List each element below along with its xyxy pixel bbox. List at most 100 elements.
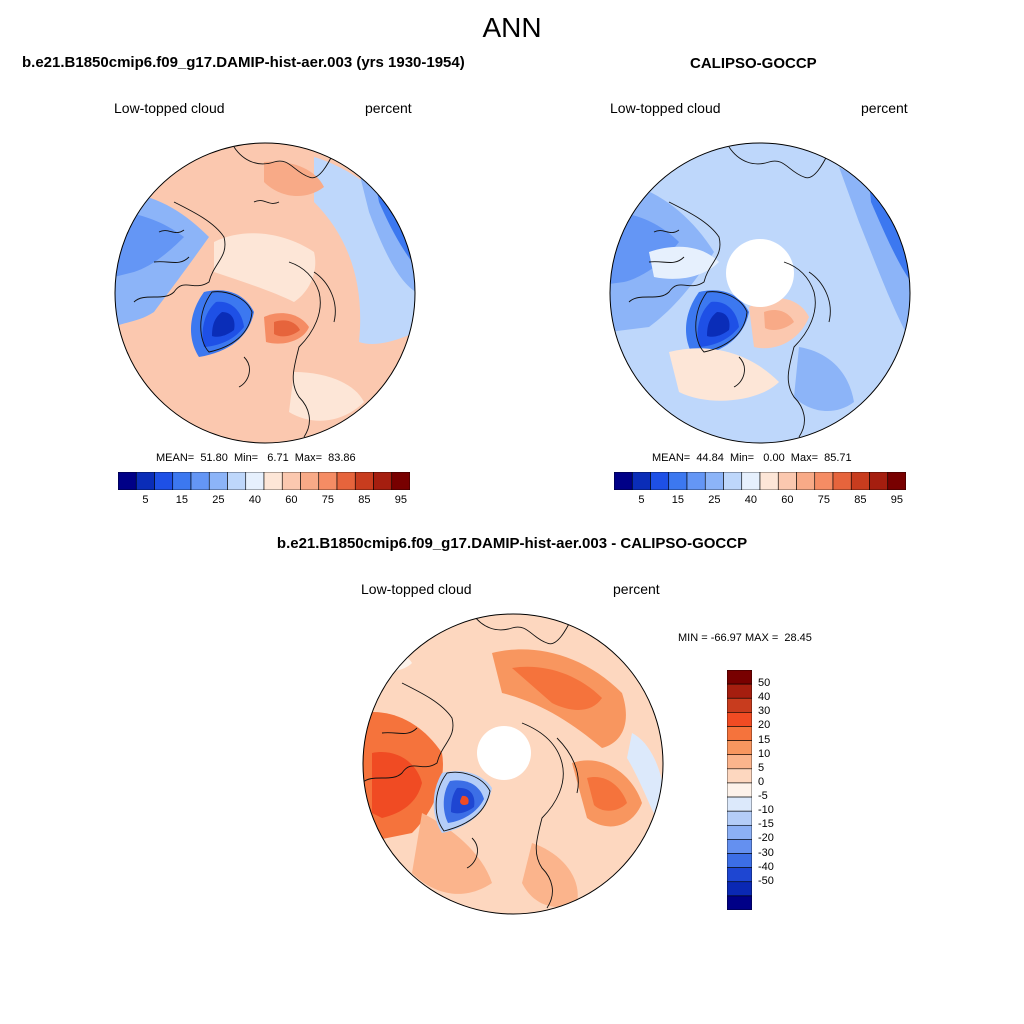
- model-colorbar-tick-label: 60: [285, 494, 298, 506]
- model-colorbar-tick-label: 85: [358, 494, 371, 506]
- obs-colorbar-tick-label: 95: [890, 494, 903, 506]
- diff-colorbar-swatch: [727, 853, 752, 868]
- model-colorbar-tick-label: 40: [248, 494, 261, 506]
- obs-polar-map: [609, 142, 911, 444]
- obs-colorbar-swatch: [723, 472, 743, 490]
- diff-colorbar-swatch: [727, 895, 752, 910]
- diff-colorbar-tick-label: 10: [758, 747, 771, 760]
- obs-colorbar-tick-label: 85: [854, 494, 867, 506]
- diff-colorbar-tick-label: -50: [758, 874, 774, 887]
- diff-colorbar-tick-label: 5: [758, 761, 765, 774]
- obs-colorbar-ticks: 5 15 25 40 60 75 85 95: [614, 494, 906, 508]
- diff-colorbar: [727, 670, 752, 910]
- diff-colorbar-tick-label: 0: [758, 775, 765, 788]
- diff-colorbar-tick-label: 20: [758, 719, 771, 732]
- model-colorbar-swatch: [391, 472, 410, 490]
- obs-colorbar-swatch: [704, 472, 724, 490]
- obs-colorbar-swatch: [759, 472, 779, 490]
- model-colorbar-swatch: [336, 472, 356, 490]
- obs-colorbar-swatch: [850, 472, 870, 490]
- diff-colorbar-tick-label: -20: [758, 832, 774, 845]
- diff-colorbar-swatch: [727, 697, 752, 713]
- model-colorbar-swatch: [300, 472, 320, 490]
- diff-colorbar-swatch: [727, 670, 752, 685]
- diff-colorbar-swatch: [727, 726, 752, 741]
- model-colorbar-swatch: [172, 472, 192, 490]
- diff-colorbar-tick-label: -5: [758, 790, 768, 803]
- model-colorbar-swatch: [135, 472, 155, 490]
- diff-colorbar-swatch: [727, 839, 752, 854]
- model-polar-map: [114, 142, 416, 444]
- model-colorbar-swatch: [281, 472, 301, 490]
- obs-colorbar-swatch: [832, 472, 852, 490]
- model-colorbar-tick-label: 75: [321, 494, 334, 506]
- page-title: ANN: [482, 12, 542, 43]
- obs-variable-label: Low-topped cloud: [610, 100, 721, 116]
- model-colorbar-tick-label: 25: [212, 494, 225, 506]
- model-panel-title: b.e21.B1850cmip6.f09_g17.DAMIP-hist-aer.…: [22, 54, 465, 71]
- diff-colorbar-swatch: [727, 796, 752, 812]
- obs-colorbar-swatch: [686, 472, 706, 490]
- obs-colorbar-tick-label: 75: [817, 494, 830, 506]
- obs-colorbar-swatch: [887, 472, 906, 490]
- obs-colorbar-tick-label: 25: [708, 494, 721, 506]
- diff-colorbar-swatch: [727, 740, 752, 756]
- diff-colorbar-swatch: [727, 754, 752, 770]
- diff-colorbar-tick-label: -15: [758, 818, 774, 831]
- model-colorbar-tick-label: 15: [175, 494, 188, 506]
- model-stats: MEAN= 51.80 Min= 6.71 Max= 83.86: [156, 452, 356, 464]
- model-units-label: percent: [365, 100, 412, 116]
- model-colorbar-swatch: [354, 472, 374, 490]
- diff-colorbar-swatch: [727, 712, 752, 727]
- model-colorbar-ticks: 5 15 25 40 60 75 85 95: [118, 494, 410, 508]
- obs-colorbar-swatch: [614, 472, 633, 490]
- diff-colorbar-tick-label: -30: [758, 846, 774, 859]
- obs-colorbar-swatch: [650, 472, 670, 490]
- obs-colorbar: [614, 472, 906, 490]
- model-variable-label: Low-topped cloud: [114, 100, 225, 116]
- obs-colorbar-swatch: [814, 472, 834, 490]
- diff-units-label: percent: [613, 581, 660, 597]
- diff-colorbar-swatch: [727, 867, 752, 883]
- obs-units-label: percent: [861, 100, 908, 116]
- model-colorbar-swatch: [118, 472, 137, 490]
- diff-variable-label: Low-topped cloud: [361, 581, 472, 597]
- diff-colorbar-swatch: [727, 768, 752, 784]
- model-colorbar: [118, 472, 410, 490]
- obs-colorbar-tick-label: 60: [781, 494, 794, 506]
- obs-colorbar-tick-label: 15: [671, 494, 684, 506]
- obs-panel-title: CALIPSO-GOCCP: [690, 55, 817, 72]
- model-colorbar-swatch: [263, 472, 283, 490]
- obs-colorbar-swatch: [741, 472, 761, 490]
- obs-colorbar-swatch: [777, 472, 797, 490]
- obs-colorbar-swatch: [869, 472, 889, 490]
- diff-colorbar-ticks: 50 40 30 20 15 10 5 0 -5 -10 -15 -20 -30 -40 -50: [758, 670, 798, 910]
- model-colorbar-tick-label: 95: [394, 494, 407, 506]
- diff-stats: MIN = -66.97 MAX = 28.45: [678, 632, 812, 644]
- model-colorbar-swatch: [227, 472, 247, 490]
- obs-colorbar-tick-label: 40: [744, 494, 757, 506]
- diff-colorbar-tick-label: 50: [758, 677, 771, 690]
- diff-colorbar-tick-label: -40: [758, 860, 774, 873]
- diff-panel-title: b.e21.B1850cmip6.f09_g17.DAMIP-hist-aer.…: [276, 535, 748, 552]
- diff-colorbar-swatch: [727, 881, 752, 897]
- model-colorbar-tick-label: 5: [142, 494, 149, 506]
- model-colorbar-swatch: [154, 472, 174, 490]
- model-colorbar-swatch: [190, 472, 210, 490]
- obs-colorbar-swatch: [796, 472, 816, 490]
- diff-colorbar-swatch: [727, 824, 752, 840]
- diff-colorbar-swatch: [727, 810, 752, 826]
- obs-colorbar-tick-label: 5: [638, 494, 645, 506]
- obs-stats: MEAN= 44.84 Min= 0.00 Max= 85.71: [652, 452, 852, 464]
- diff-polar-map: [362, 613, 664, 915]
- diff-colorbar-swatch: [727, 683, 752, 699]
- obs-colorbar-swatch: [631, 472, 651, 490]
- model-colorbar-swatch: [208, 472, 228, 490]
- diff-colorbar-tick-label: -10: [758, 804, 774, 817]
- diff-colorbar-swatch: [727, 782, 752, 798]
- diff-colorbar-tick-label: 30: [758, 705, 771, 718]
- model-colorbar-swatch: [318, 472, 338, 490]
- diff-colorbar-tick-label: 40: [758, 691, 771, 704]
- obs-colorbar-swatch: [668, 472, 688, 490]
- model-colorbar-swatch: [245, 472, 265, 490]
